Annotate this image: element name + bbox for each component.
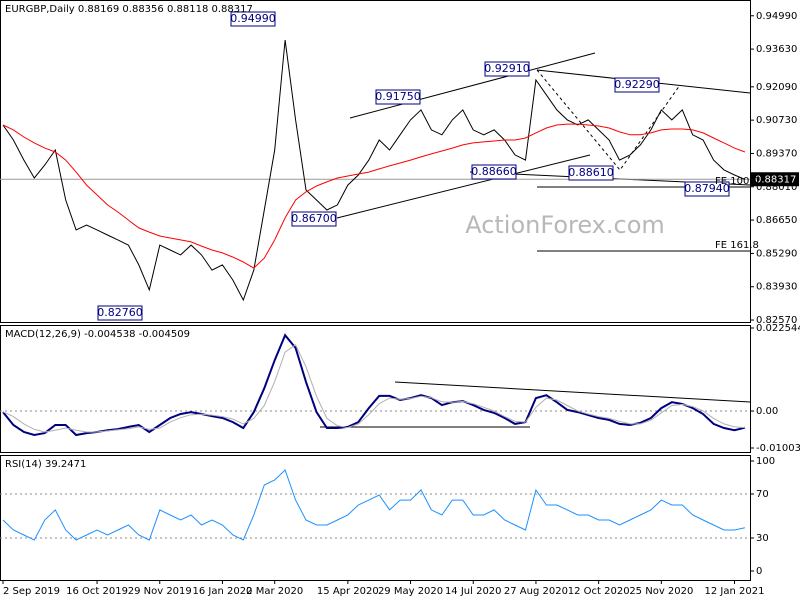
series-line (2, 469, 746, 541)
annotation: FE 100.0 (715, 176, 759, 187)
x-tick-label: 29 Nov 2019 (128, 586, 192, 597)
annotation-box (568, 165, 614, 181)
macd-trend-line (394, 381, 751, 403)
y-tick-label: 0.92090 (756, 82, 797, 93)
x-tick-label: 14 Jul 2020 (445, 586, 502, 597)
annotation-box (484, 61, 530, 77)
x-tick-label: 2 Mar 2020 (246, 586, 303, 597)
series-line (2, 343, 745, 433)
annotation: 0.92910 (484, 62, 530, 75)
annotation-box (291, 211, 337, 227)
annotation: 0.92290 (614, 78, 660, 91)
watermark: ActionForex.com (465, 211, 665, 239)
current-price-label: 0.88317 (755, 174, 796, 185)
y-tick-label: 0 (756, 566, 762, 577)
price-box (751, 172, 799, 187)
y-tick-label: 0.93630 (756, 44, 797, 55)
annotation-box (684, 181, 730, 197)
annotation-box (471, 164, 517, 180)
y-tick-label: 0.89370 (756, 148, 797, 159)
annotation-box (97, 305, 143, 321)
x-tick-label: 16 Oct 2019 (66, 586, 128, 597)
y-tick-label: 0.94990 (756, 11, 797, 22)
x-tick-label: 25 Nov 2020 (629, 586, 693, 597)
x-tick-label: 12 Jan 2021 (705, 586, 765, 597)
annotation: 0.86700 (291, 212, 337, 225)
annotation-box (375, 89, 421, 105)
series-line (2, 123, 746, 269)
annotation: 0.87940 (684, 182, 730, 195)
annotation: 0.94990 (230, 12, 276, 25)
trend-line (349, 52, 596, 119)
x-tick-label: 15 Apr 2020 (317, 586, 379, 597)
y-tick-label: 0.90730 (756, 115, 797, 126)
x-tick-label: 12 Oct 2020 (568, 586, 630, 597)
x-tick-label: 2 Sep 2019 (3, 586, 60, 597)
annotation: 0.82760 (97, 306, 143, 319)
y-tick-label: 0.83930 (756, 282, 797, 293)
annotation: 0.88660 (471, 165, 517, 178)
y-tick-label: 0.00 (756, 406, 778, 417)
x-tick-label: 27 Aug 2020 (504, 586, 568, 597)
y-tick-label: 0.022544 (756, 323, 800, 334)
y-tick-label: 0.82570 (756, 315, 797, 326)
annotation: FE 161.8 (715, 240, 759, 251)
annotation: 0.91750 (375, 90, 421, 103)
annotation-box (230, 11, 276, 27)
x-tick-label: 16 Jan 2020 (192, 586, 252, 597)
trend-line (336, 154, 591, 219)
panel-title: EURGBP,Daily 0.88169 0.88356 0.88118 0.8… (5, 4, 253, 15)
y-tick-label: 30 (756, 533, 769, 544)
panel-title: RSI(14) 39.2471 (5, 459, 86, 470)
annotation: 0.88610 (568, 166, 614, 179)
series-line (2, 333, 746, 437)
annotation-box (614, 77, 660, 93)
y-tick-label: 70 (756, 489, 769, 500)
y-tick-label: 100 (756, 456, 775, 467)
y-tick-label: 0.85290 (756, 248, 797, 259)
y-tick-label: 0.88010 (756, 182, 797, 193)
series-line (2, 39, 746, 302)
y-tick-label: 0.86650 (756, 215, 797, 226)
y-tick-label: -0.010039 (756, 443, 800, 454)
x-tick-label: 29 May 2020 (378, 586, 443, 597)
panel-title: MACD(12,26,9) -0.004538 -0.004509 (5, 329, 190, 340)
